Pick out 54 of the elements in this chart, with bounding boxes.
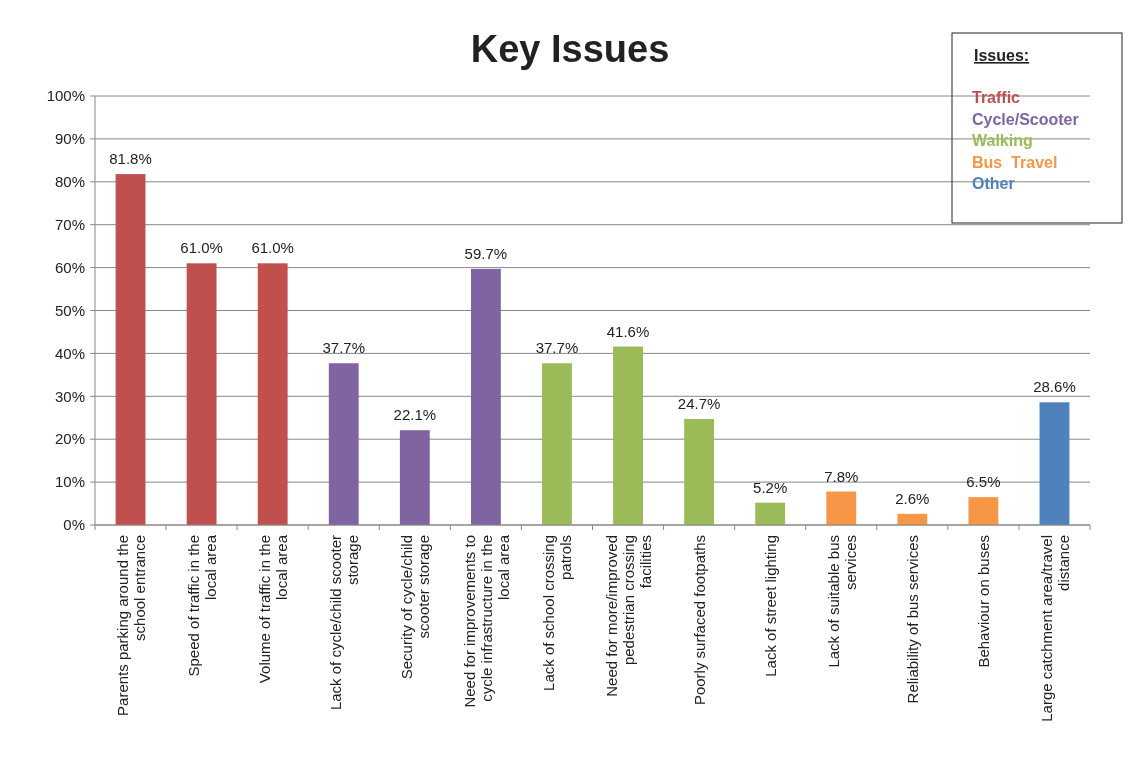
data-label: 37.7% — [535, 339, 579, 357]
text: Bus Travel — [972, 153, 1058, 171]
text: Cycle/Scooter — [972, 110, 1079, 128]
bar — [613, 346, 643, 525]
y-tick-label: 100% — [46, 87, 85, 105]
bar — [755, 502, 786, 525]
bar — [826, 491, 857, 525]
y-tick-label: 90% — [54, 130, 85, 148]
bar — [897, 513, 928, 525]
y-tick-label: 60% — [54, 258, 85, 276]
data-label: 28.6% — [1033, 378, 1076, 396]
text: Walking — [972, 132, 1033, 149]
bar — [968, 497, 999, 525]
data-label: 2.6% — [895, 489, 930, 507]
y-tick-label: 50% — [54, 301, 85, 319]
data-label: 7.8% — [824, 467, 859, 485]
x-tick-label: Large catchment area/travel distance — [1037, 535, 1072, 722]
data-label: 61.0% — [180, 239, 223, 257]
bar — [542, 363, 572, 525]
y-tick-label: 80% — [54, 173, 85, 191]
data-label: 22.1% — [393, 406, 437, 424]
data-label: 37.7% — [322, 339, 366, 357]
y-tick-label: 0% — [63, 516, 85, 534]
bar — [115, 174, 146, 525]
y-tick-label: 20% — [54, 430, 85, 448]
y-tick-label: 10% — [54, 473, 85, 491]
bar — [399, 430, 430, 525]
x-tick-label: Parents parking around the school entrance — [113, 535, 148, 716]
data-label: 5.2% — [753, 478, 788, 496]
data-label: 61.0% — [251, 239, 294, 257]
y-tick-label: 40% — [54, 344, 85, 362]
x-tick-label: Poorly surfaced footpaths — [690, 535, 708, 706]
x-tick-label: Reliability of bus services — [903, 535, 921, 704]
chart-title: Key Issues — [470, 28, 670, 70]
text: Traffic — [972, 89, 1021, 106]
data-label: 81.8% — [109, 150, 152, 168]
x-tick-label: Lack of cycle/child scooter storage — [326, 535, 361, 711]
y-tick-label: 70% — [54, 215, 85, 233]
y-tick-label: 30% — [54, 387, 85, 405]
bar — [257, 263, 288, 525]
text: Other — [972, 175, 1015, 192]
bar — [186, 263, 217, 525]
bar — [1039, 402, 1070, 525]
x-tick-label: Lack of street lighting — [761, 535, 779, 677]
legend-title: Issues: — [974, 47, 1030, 64]
data-label: 24.7% — [677, 395, 721, 413]
x-tick-label: Lack of suitable bus services — [824, 535, 859, 668]
data-label: 41.6% — [606, 322, 650, 340]
bar — [328, 363, 359, 525]
data-label: 6.5% — [966, 473, 1001, 491]
x-tick-label: Behaviour on buses — [974, 535, 992, 668]
bar — [470, 268, 501, 525]
bar — [684, 419, 715, 525]
data-label: 59.7% — [464, 244, 508, 262]
